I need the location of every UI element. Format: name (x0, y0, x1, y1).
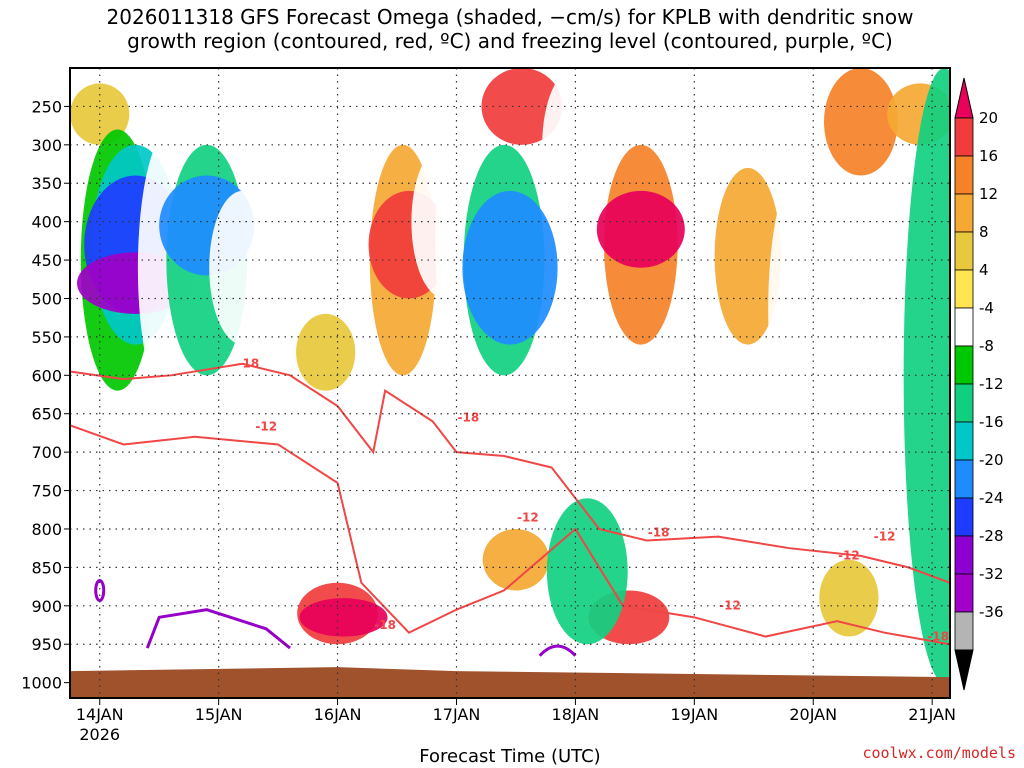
colorbar-swatch (954, 193, 974, 233)
x-tick-label: 14JAN (76, 705, 124, 724)
omega-cell (596, 190, 685, 268)
y-tick-label: 650 (31, 405, 62, 424)
ground-terrain (70, 667, 950, 698)
contour-label: -12 (838, 549, 860, 563)
x-tick-label: 15JAN (195, 705, 243, 724)
y-tick-label: 250 (31, 97, 62, 116)
gridlines (70, 68, 950, 698)
plot-area (70, 68, 950, 698)
freezing-level-contour (145, 608, 291, 650)
y-tick-label: 750 (31, 482, 62, 501)
contour-label: -18 (238, 357, 260, 371)
plot-frame (69, 67, 951, 699)
y-tick-label: 900 (31, 597, 62, 616)
chart-title-line-1: 2026011318 GFS Forecast Omega (shaded, −… (107, 5, 914, 29)
colorbar-tick-label: -28 (979, 527, 1004, 545)
contour-label: -12 (517, 510, 539, 524)
contour-label: -12 (719, 599, 741, 613)
colorbar-swatch (954, 307, 974, 347)
colorbar-tick-label: -20 (979, 451, 1004, 469)
y-tick-label: 550 (31, 328, 62, 347)
omega-cell (824, 68, 898, 176)
credit-link[interactable]: coolwx.com/models (862, 744, 1016, 762)
colorbar-swatch (954, 269, 974, 309)
omega-cell (819, 559, 879, 637)
colorbar: 20 16 12 8 4 -4 -8 -12 -16 -20 -24 -28 -32 -36 (954, 77, 1004, 691)
colorbar-swatch (954, 117, 974, 157)
colorbar-swatch (954, 383, 974, 423)
contour-label: -18 (458, 410, 480, 424)
colorbar-tick-label: -12 (979, 375, 1004, 393)
colorbar-swatch (954, 421, 974, 461)
colorbar-swatch (954, 459, 974, 499)
colorbar-swatch (954, 155, 974, 195)
omega-cell (546, 498, 628, 645)
colorbar-tick-label: -32 (979, 565, 1004, 583)
y-tick-label: 450 (31, 251, 62, 270)
colorbar-swatch (954, 231, 974, 271)
y-tick-label: 350 (31, 174, 62, 193)
colorbar-top-arrow (954, 77, 974, 119)
colorbar-tick-label: -36 (979, 603, 1004, 621)
omega-cell (481, 68, 563, 145)
omega-cell (296, 313, 356, 391)
omega-cell (482, 528, 550, 591)
y-tick-label: 500 (31, 289, 62, 308)
colorbar-tick-label: -16 (979, 413, 1004, 431)
colorbar-tick-label: -4 (979, 299, 994, 317)
y-tick-label: 400 (31, 213, 62, 232)
x-axis: 14JAN 15JAN 16JAN 17JAN 18JAN 19JAN 20JAN 21JAN… (76, 698, 956, 744)
x-axis-label: Forecast Time (UTC) (419, 746, 600, 767)
colorbar-tick-label: 16 (979, 147, 998, 165)
colorbar-swatch (954, 497, 974, 537)
colorbar-swatch (954, 345, 974, 385)
colorbar-tick-label: -8 (979, 337, 994, 355)
x-tick-label: 18JAN (552, 705, 600, 724)
x-tick-label: 20JAN (789, 705, 837, 724)
chart-title-line-2: growth region (contoured, red, ºC) and f… (127, 29, 893, 53)
y-tick-label: 300 (31, 136, 62, 155)
omega-cell (209, 190, 276, 345)
colorbar-tick-label: 12 (979, 185, 998, 203)
omega-cell (462, 190, 558, 345)
x-year-label: 2026 (79, 725, 120, 744)
dgz-contour-minus12 (70, 424, 950, 646)
freezing-level-contour (538, 644, 577, 657)
x-tick-label: 17JAN (433, 705, 481, 724)
colorbar-tick-label: 8 (979, 223, 989, 241)
x-tick-label: 16JAN (314, 705, 362, 724)
x-tick-label: 21JAN (908, 705, 956, 724)
freezing-level-contour (94, 578, 106, 602)
colorbar-bottom-arrow (954, 649, 974, 691)
y-tick-label: 950 (31, 635, 62, 654)
omega-cell (768, 167, 835, 453)
colorbar-swatch (954, 573, 974, 613)
y-axis: 250 300 350 400 450 500 550 600 650 700 750 800 850 9… (21, 97, 70, 693)
contour-label: -12 (255, 420, 277, 434)
contour-label: -18 (374, 618, 396, 632)
contour-label: -18 (927, 629, 949, 643)
y-tick-label: 800 (31, 520, 62, 539)
colorbar-tick-label: -24 (979, 489, 1004, 507)
contour-label: -18 (648, 526, 670, 540)
contour-label: -12 (874, 530, 896, 544)
y-tick-label: 1000 (21, 674, 62, 693)
colorbar-swatch (954, 611, 974, 651)
colorbar-tick-label: 4 (979, 261, 989, 279)
omega-cell (299, 598, 388, 637)
y-tick-label: 700 (31, 443, 62, 462)
colorbar-tick-label: 20 (979, 109, 998, 127)
x-tick-label: 19JAN (670, 705, 718, 724)
y-tick-label: 600 (31, 366, 62, 385)
omega-cell (714, 167, 782, 345)
y-tick-label: 850 (31, 558, 62, 577)
colorbar-swatch (954, 535, 974, 575)
